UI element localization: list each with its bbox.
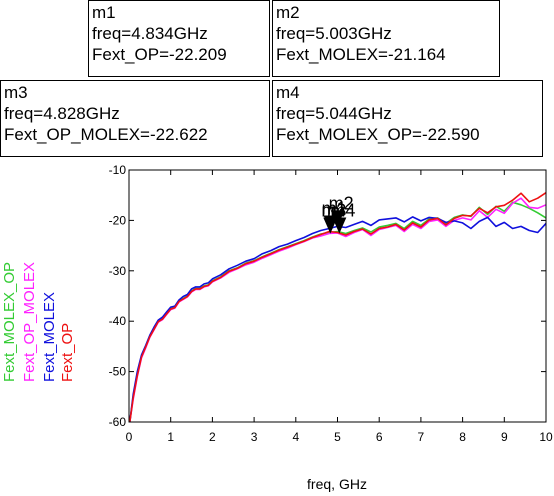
marker-name: m4 [276, 83, 300, 102]
legend-entry-fext-op-molex: Fext_OP_MOLEX [21, 262, 38, 382]
marker-freq: freq=5.044GHz [276, 104, 392, 123]
series-layer [129, 192, 547, 423]
marker-freq: freq=5.003GHz [276, 24, 392, 43]
x-tick-label: 7 [418, 430, 425, 444]
series-line-fext-molex [129, 216, 547, 423]
x-tick-label: 2 [209, 430, 216, 444]
marker-label: m4 [330, 200, 355, 220]
marker-label: m3 [321, 201, 346, 221]
x-tick-label: 8 [459, 430, 466, 444]
axes: 0 1 2 3 4 5 6 7 8 9 10 -10 -20 -30 -40 -50 -60 [109, 163, 553, 444]
marker-value: Fext_OP_MOLEX=-22.622 [4, 125, 208, 144]
legend-entry-fext-molex: Fext_MOLEX [41, 292, 58, 382]
marker-value: Fext_MOLEX_OP=-22.590 [276, 125, 480, 144]
x-tick-label: 0 [126, 430, 133, 444]
marker-value: Fext_MOLEX=-21.164 [276, 45, 446, 64]
marker-label: m2 [329, 193, 354, 213]
x-tick-label: 4 [292, 430, 299, 444]
legend-entry-fext-molex-op: Fext_MOLEX_OP [1, 262, 18, 382]
y-tick-label: -50 [109, 365, 127, 379]
marker-readout-m1: m1 freq=4.834GHz Fext_OP=-22.209 [88, 0, 270, 77]
marker-arrow [323, 217, 338, 234]
x-tick-label: 9 [501, 430, 508, 444]
marker-name: m1 [92, 3, 116, 22]
x-tick-label: 3 [251, 430, 258, 444]
series-line-fext-op [129, 192, 547, 423]
marker-readout-m4: m4 freq=5.044GHz Fext_MOLEX_OP=-22.590 [272, 80, 543, 157]
marker-arrow [332, 217, 347, 234]
x-axis-title: freq, GHz [307, 476, 367, 492]
y-tick-label: -60 [109, 415, 127, 429]
marker-freq: freq=4.834GHz [92, 24, 208, 43]
x-tick-label: 1 [167, 430, 174, 444]
marker-name: m3 [4, 83, 28, 102]
y-tick-label: -40 [109, 314, 127, 328]
marker-readout-m3: m3 freq=4.828GHz Fext_OP_MOLEX=-22.622 [0, 80, 270, 157]
legend-entry-fext-op: Fext_OP [59, 323, 76, 382]
y-tick-label: -20 [109, 213, 127, 227]
x-tick-label: 5 [334, 430, 341, 444]
y-tick-label: -10 [109, 163, 127, 177]
marker-value: Fext_OP=-22.209 [92, 45, 227, 64]
x-tick-label: 10 [539, 430, 553, 444]
marker-freq: freq=4.828GHz [4, 104, 120, 123]
series-line-fext-molex-op [129, 201, 547, 423]
y-tick-label: -30 [109, 264, 127, 278]
legend: Fext_MOLEX_OP Fext_OP_MOLEX Fext_MOLEX Fext… [1, 262, 76, 382]
x-tick-label: 6 [376, 430, 383, 444]
marker-readout-m2: m2 freq=5.003GHz Fext_MOLEX=-21.164 [272, 0, 500, 77]
marker-name: m2 [276, 3, 300, 22]
